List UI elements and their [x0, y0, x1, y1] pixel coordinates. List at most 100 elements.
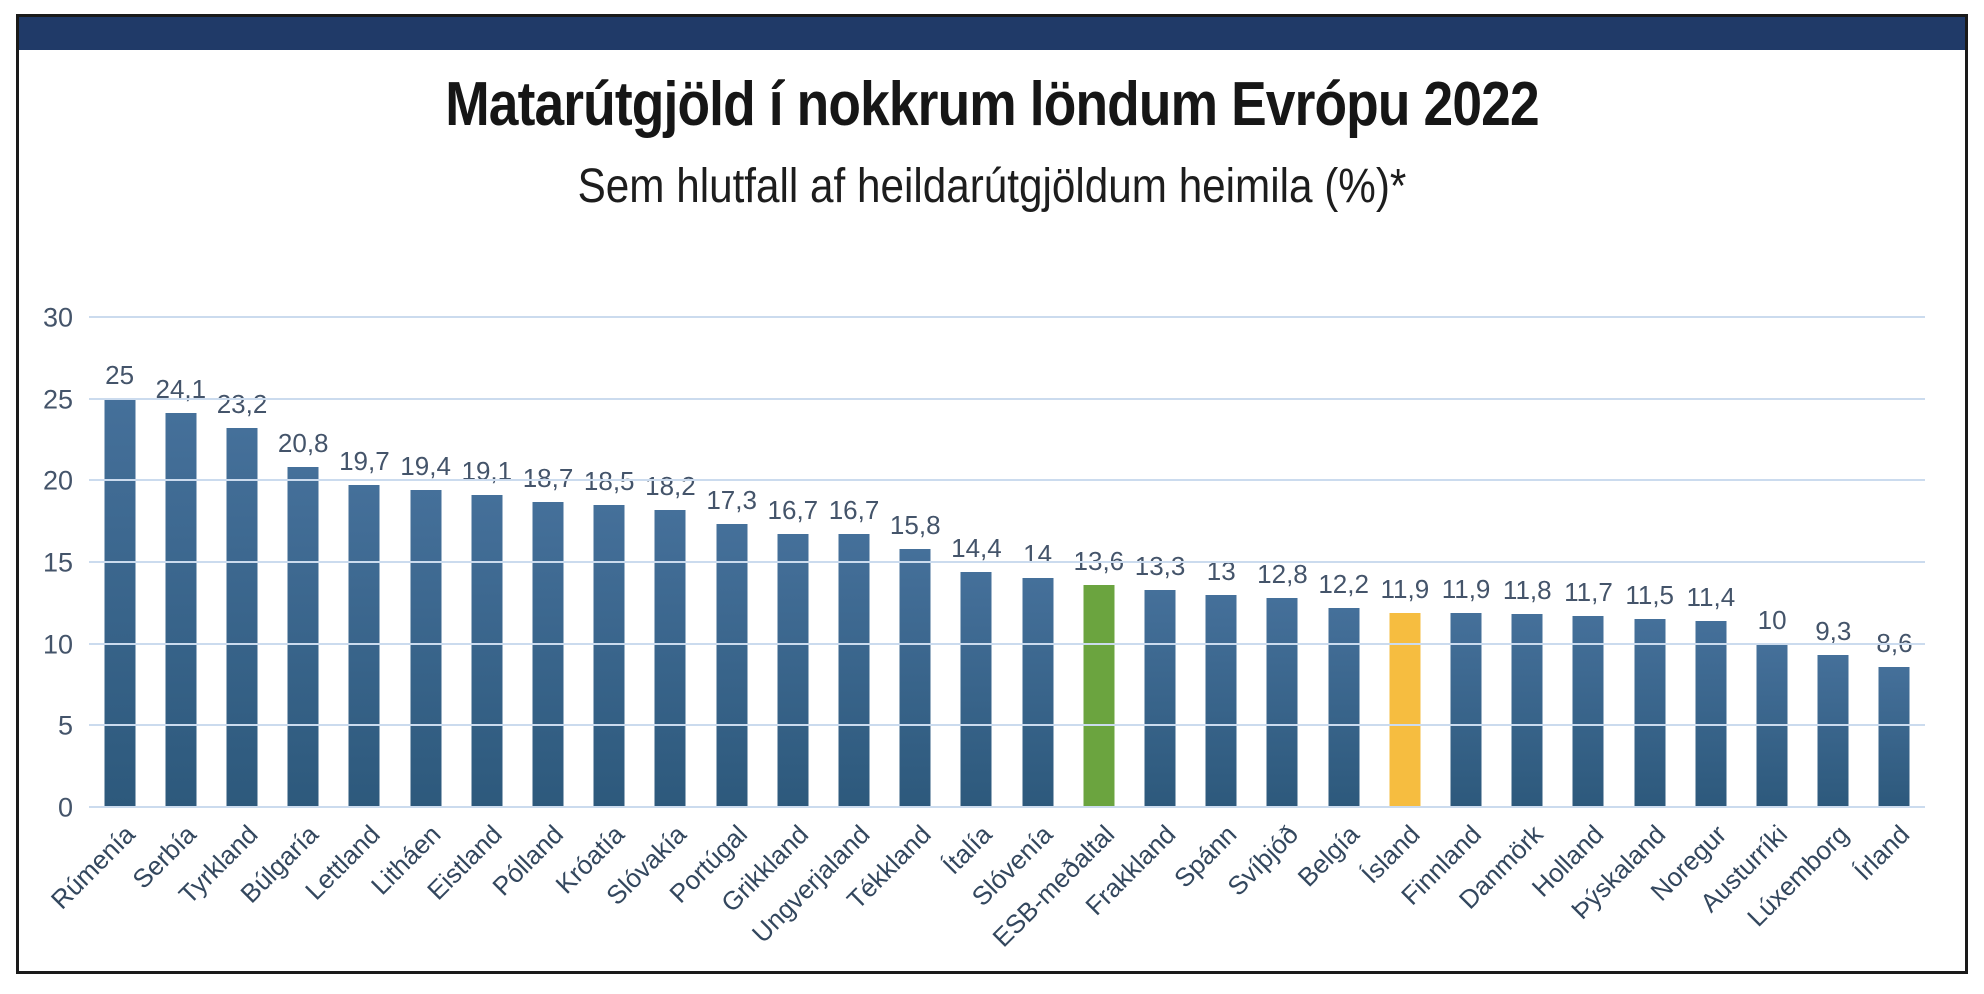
- value-label-Austurríki: 10: [1757, 604, 1787, 635]
- y-axis-tick-15: 15: [42, 547, 73, 578]
- value-label-Svíþjóð: 12,8: [1257, 558, 1308, 589]
- gridline-15: [89, 561, 1925, 563]
- value-label-Litháen: 19,4: [400, 451, 451, 482]
- bar-Búlgaría: [287, 467, 319, 807]
- x-axis-label-Belgía: Belgía: [1291, 819, 1365, 893]
- value-label-Danmörk: 11,8: [1502, 575, 1552, 606]
- bar-Belgía: [1328, 607, 1360, 807]
- value-label-Noregur: 11,4: [1686, 581, 1736, 612]
- bar-Pólland: [532, 501, 564, 807]
- gridline-20: [89, 479, 1925, 482]
- bar-slot: 12,2 Belgía: [1292, 317, 1374, 893]
- value-label-Eistland: 19,1: [461, 456, 513, 487]
- top-navy-bar: [19, 17, 1965, 50]
- bar-slot: 14 Slóvenía: [966, 317, 1068, 911]
- value-label-Portúgal: 17,3: [706, 485, 757, 516]
- x-axis-label-Rúmenía: Rúmenía: [45, 819, 141, 915]
- bar-slot: 14,4 Ítalía: [937, 317, 1007, 880]
- y-axis-tick-10: 10: [42, 629, 73, 660]
- bar-slot: 13,6 ESB-meðaltal: [986, 317, 1129, 953]
- bar-Ungverjaland: [838, 534, 870, 807]
- value-label-Serbía: 24,1: [155, 374, 207, 405]
- y-axis-tick-5: 5: [57, 710, 73, 741]
- value-label-Slóvakía: 18,2: [645, 470, 696, 501]
- bar-Holland: [1572, 615, 1604, 807]
- value-label-Lúxemborg: 9,3: [1815, 616, 1852, 647]
- value-label-Ítalía: 14,4: [951, 532, 1002, 563]
- plot-area: 25 Rúmenía 24,1 Serbía 23,2 Tyrkland 20,8 Búlga…: [43, 303, 1925, 953]
- bar-slot: 8,6 Írland: [1849, 317, 1925, 887]
- bar-Serbía: [165, 413, 197, 807]
- y-axis-tick-0: 0: [57, 792, 73, 823]
- value-label-Tyrkland: 23,2: [216, 389, 268, 420]
- bar-Ítalía: [960, 571, 992, 807]
- bar-Þýskaland: [1634, 619, 1666, 807]
- bar-slot: 17,3 Portúgal: [663, 317, 762, 908]
- bar-slot: 13,3 Frakkland: [1079, 317, 1190, 921]
- chart-subtitle: Sem hlutfall af heildarútgjöldum heimila…: [577, 160, 1407, 213]
- bar-slot: 19,7 Lettland: [299, 317, 395, 905]
- bar-Danmörk: [1511, 614, 1543, 807]
- bar-slot: 12,8 Svíþjóð: [1221, 317, 1313, 902]
- value-label-Holland: 11,7: [1564, 576, 1613, 607]
- bar-Írland: [1878, 666, 1910, 807]
- bar-Noregur: [1695, 620, 1727, 807]
- value-label-Ungverjaland: 16,7: [828, 495, 880, 526]
- bar-slot: 19,4 Litháen: [365, 317, 456, 900]
- value-label-Finnland: 11,9: [1441, 573, 1491, 604]
- value-label-Ísland: 11,9: [1380, 573, 1430, 604]
- bar-slot: 23,2 Tyrkland: [173, 317, 272, 910]
- bar-Portúgal: [716, 524, 748, 807]
- bar-slot: 11,5 Þýskaland: [1565, 317, 1680, 925]
- value-label-Króatía: 18,5: [583, 465, 635, 496]
- bar-slot: 11,4 Noregur: [1644, 317, 1741, 907]
- bar-Litháen: [410, 490, 442, 807]
- bar-slot: 18,2 Slóvakía: [600, 317, 701, 911]
- bar-slot: 13 Spánn: [1168, 317, 1252, 894]
- bar-slot: 11,9 Finnland: [1396, 317, 1496, 911]
- bar-Frakkland: [1144, 589, 1176, 807]
- bar-slot: 15,8 Tékkland: [841, 317, 946, 915]
- bar-slot: 9,3 Lúxemborg: [1741, 317, 1864, 932]
- gridline-0: [89, 806, 1925, 808]
- value-label-Þýskaland: 11,5: [1625, 580, 1675, 611]
- gridline-25: [89, 397, 1925, 400]
- value-label-Grikkland: 16,7: [767, 495, 819, 526]
- bar-Eistland: [471, 495, 503, 807]
- chart-title: Matarútgjöld í nokkrum löndum Evrópu 202…: [445, 70, 1539, 139]
- bar-Tékkland: [899, 548, 931, 807]
- bar-Lettland: [348, 485, 380, 807]
- gridline-5: [89, 724, 1925, 727]
- bar-slot: 18,7 Pólland: [487, 317, 578, 902]
- value-label-Lettland: 19,7: [339, 446, 390, 477]
- bar-slot: 25 Rúmenía: [45, 317, 150, 915]
- value-label-Frakkland: 13,3: [1134, 550, 1186, 581]
- bar-Slóvenía: [1022, 578, 1054, 807]
- bar-Lúxemborg: [1817, 655, 1849, 807]
- bar-slot: 20,8 Búlgaría: [235, 317, 334, 908]
- chart-frame: Matarútgjöld í nokkrum löndum Evrópu 202…: [16, 14, 1968, 974]
- bar-Grikkland: [777, 534, 809, 807]
- bar-Slóvakía: [654, 509, 686, 807]
- x-axis-label-Írland: Írland: [1848, 819, 1916, 887]
- bar-Svíþjóð: [1266, 597, 1298, 807]
- value-label-Pólland: 18,7: [522, 462, 574, 493]
- y-axis-tick-20: 20: [42, 465, 73, 496]
- gridline-10: [89, 642, 1925, 645]
- bar-slot: 16,7 Ungverjaland: [746, 317, 884, 948]
- value-label-Tékkland: 15,8: [889, 509, 941, 540]
- bar-slot: 11,7 Holland: [1526, 317, 1619, 903]
- bar-Ísland: [1389, 612, 1421, 807]
- bar-Finnland: [1450, 612, 1482, 807]
- value-label-Belgía: 12,2: [1318, 568, 1369, 599]
- bars-container: 25 Rúmenía 24,1 Serbía 23,2 Tyrkland 20,8 Búlga…: [45, 317, 1925, 953]
- y-axis-tick-30: 30: [42, 302, 73, 333]
- value-label-ESB-meðaltal: 13,6: [1073, 545, 1125, 576]
- bar-Króatía: [593, 504, 625, 807]
- bar-ESB-meðaltal: [1083, 584, 1115, 807]
- value-label-Búlgaría: 20,8: [277, 428, 329, 459]
- bar-Tyrkland: [226, 428, 258, 807]
- value-label-Írland: 8,6: [1876, 627, 1913, 658]
- value-label-Spánn: 13: [1206, 555, 1236, 586]
- bar-slot: 11,8 Danmörk: [1453, 317, 1558, 915]
